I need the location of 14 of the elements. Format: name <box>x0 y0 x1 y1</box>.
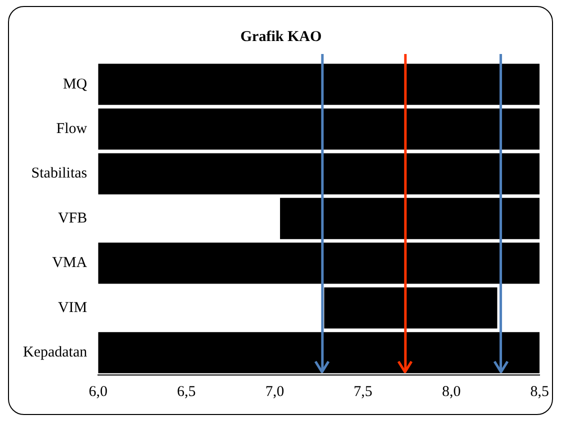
y-tick-label: Stabilitas <box>31 166 88 182</box>
x-tick-label: 8,5 <box>530 384 549 400</box>
x-tick-label: 8,0 <box>442 384 461 400</box>
y-tick-label: Flow <box>56 121 88 138</box>
y-tick-label: MQ <box>62 76 88 92</box>
y-tick-label: Kepadatan <box>22 344 88 361</box>
x-tick-label: 7,5 <box>354 384 372 400</box>
x-tick-label: 6,0 <box>88 384 108 400</box>
y-tick-label: VIM <box>58 300 88 316</box>
chart-title: Grafik KAO <box>240 28 322 45</box>
x-tick-label: 7,0 <box>265 384 284 400</box>
y-tick-label: VFB <box>58 210 88 226</box>
x-tick-label: 6,5 <box>177 384 196 400</box>
y-tick-label: VMA <box>52 255 88 272</box>
